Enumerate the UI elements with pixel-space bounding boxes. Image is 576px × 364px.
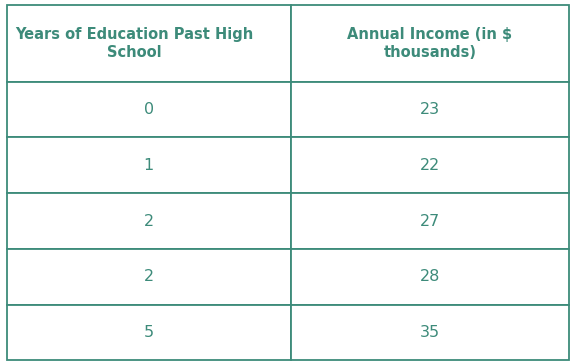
- Bar: [7, 5, 291, 82]
- Text: 35: 35: [420, 325, 440, 340]
- Text: Years of Education Past High
School: Years of Education Past High School: [16, 27, 254, 60]
- Bar: [7, 193, 291, 249]
- Text: Annual Income (in $
thousands): Annual Income (in $ thousands): [347, 27, 513, 60]
- Bar: [7, 249, 291, 305]
- Bar: [291, 5, 569, 82]
- Text: 23: 23: [420, 102, 440, 117]
- Bar: [291, 82, 569, 138]
- Text: 2: 2: [144, 269, 154, 284]
- Bar: [7, 305, 291, 360]
- Text: 0: 0: [144, 102, 154, 117]
- Text: 1: 1: [144, 158, 154, 173]
- Text: 22: 22: [420, 158, 440, 173]
- Bar: [7, 138, 291, 193]
- Text: 2: 2: [144, 214, 154, 229]
- Bar: [291, 138, 569, 193]
- Bar: [291, 193, 569, 249]
- Text: 27: 27: [420, 214, 440, 229]
- Bar: [291, 249, 569, 305]
- Bar: [291, 305, 569, 360]
- Bar: [7, 82, 291, 138]
- Text: 5: 5: [144, 325, 154, 340]
- Text: 28: 28: [420, 269, 440, 284]
